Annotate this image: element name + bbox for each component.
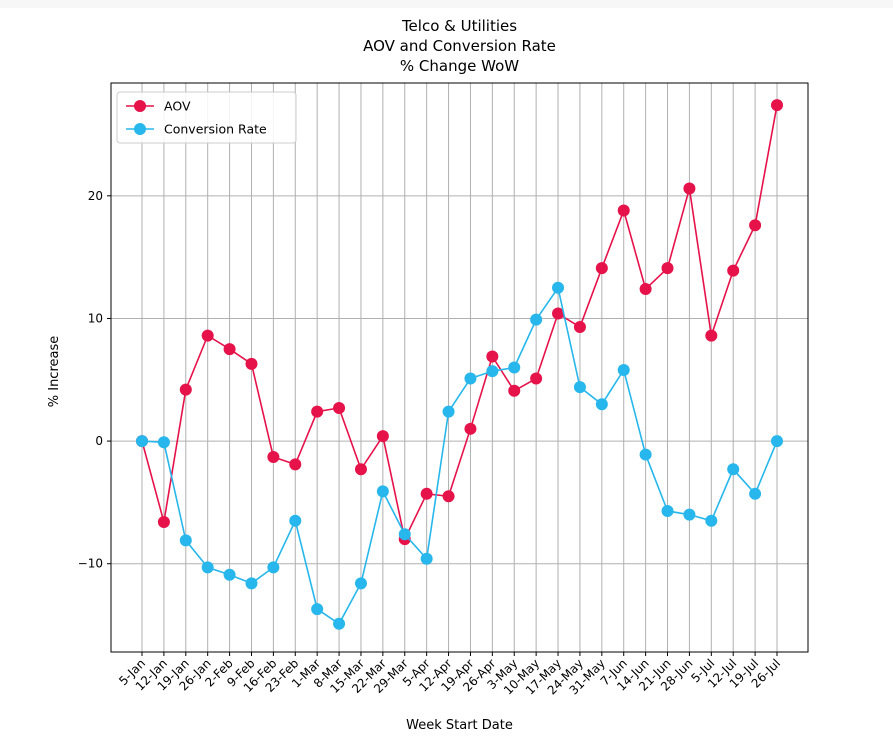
y-axis-label: % Increase xyxy=(47,336,62,408)
data-point xyxy=(333,401,346,414)
y-tick-label: 10 xyxy=(88,311,103,325)
data-point xyxy=(573,381,586,394)
data-point xyxy=(311,405,324,418)
x-axis-ticks: 5-Jan12-Jan19-Jan26-Jan2-Feb9-Feb16-Feb2… xyxy=(116,652,783,698)
data-point xyxy=(245,357,258,370)
data-point xyxy=(201,561,214,574)
y-tick-label: 20 xyxy=(88,189,103,203)
data-point xyxy=(552,281,565,294)
y-tick-label: −10 xyxy=(78,557,103,571)
window-top-bar xyxy=(0,0,893,8)
plot-area-frame xyxy=(110,82,809,653)
data-point xyxy=(486,350,499,363)
legend-marker xyxy=(134,123,146,135)
data-point xyxy=(157,436,170,449)
data-point xyxy=(705,514,718,527)
series-line xyxy=(141,104,778,542)
chart-title-line: AOV and Conversion Rate xyxy=(363,37,556,55)
data-point xyxy=(705,329,718,342)
data-point xyxy=(223,568,236,581)
data-point xyxy=(376,485,389,498)
legend: AOV Conversion Rate xyxy=(116,91,297,144)
data-point xyxy=(683,182,696,195)
data-point xyxy=(179,534,192,547)
data-point xyxy=(420,552,433,565)
chart-title: Telco & Utilities AOV and Conversion Rate… xyxy=(363,17,556,75)
legend-box xyxy=(116,91,297,144)
data-point xyxy=(354,577,367,590)
data-point xyxy=(749,219,762,232)
data-point xyxy=(530,372,543,385)
data-point xyxy=(289,458,302,471)
data-point xyxy=(376,430,389,443)
data-point xyxy=(727,463,740,476)
data-point xyxy=(442,405,455,418)
data-point xyxy=(464,372,477,385)
data-point xyxy=(179,383,192,396)
series-line xyxy=(141,285,778,625)
series-conversion-rate xyxy=(136,281,783,630)
data-point xyxy=(749,487,762,500)
data-point xyxy=(661,504,674,517)
legend-label: Conversion Rate xyxy=(164,122,267,137)
data-point xyxy=(223,343,236,356)
data-point xyxy=(508,384,521,397)
data-point xyxy=(420,487,433,500)
data-point xyxy=(157,516,170,529)
y-tick-label: 0 xyxy=(95,434,103,448)
data-point xyxy=(683,508,696,521)
data-point xyxy=(311,603,324,616)
data-point xyxy=(727,264,740,277)
chart-title-line: Telco & Utilities xyxy=(401,17,517,35)
y-axis-ticks: −10 0 10 20 xyxy=(78,189,111,571)
data-point xyxy=(617,363,630,376)
data-point xyxy=(201,329,214,342)
legend-label: AOV xyxy=(164,99,191,114)
data-point xyxy=(595,398,608,411)
data-point xyxy=(771,435,783,448)
data-point xyxy=(245,577,258,590)
data-point xyxy=(508,361,521,374)
grid-lines xyxy=(111,83,808,652)
data-point xyxy=(398,528,411,541)
data-point xyxy=(136,435,148,448)
data-point xyxy=(333,617,346,630)
data-point xyxy=(617,204,630,217)
data-point xyxy=(661,262,674,275)
chart-title-line: % Change WoW xyxy=(400,57,519,75)
data-point xyxy=(267,451,280,464)
legend-marker xyxy=(134,100,146,112)
data-point xyxy=(530,313,543,326)
data-point xyxy=(464,422,477,435)
x-axis-label: Week Start Date xyxy=(406,718,513,733)
series-aov xyxy=(136,99,783,546)
data-point xyxy=(267,561,280,574)
data-point xyxy=(552,307,565,320)
data-point xyxy=(639,448,652,461)
data-point xyxy=(595,262,608,275)
data-point xyxy=(289,514,302,527)
data-point xyxy=(442,490,455,503)
data-point xyxy=(486,365,499,378)
data-point xyxy=(354,463,367,476)
data-point xyxy=(573,321,586,334)
data-point xyxy=(639,283,652,296)
data-point xyxy=(771,99,783,112)
series-lines xyxy=(136,99,783,630)
